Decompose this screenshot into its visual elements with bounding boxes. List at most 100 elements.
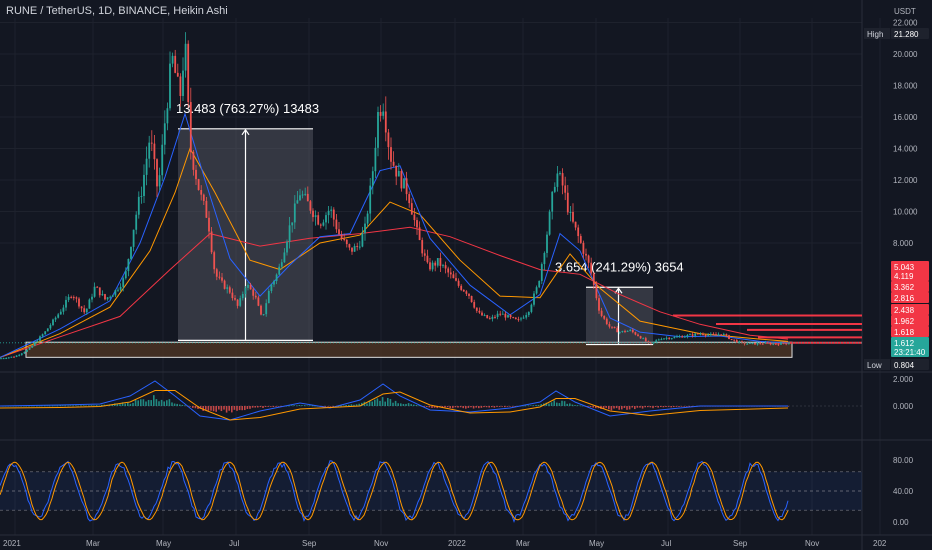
macd-hist-bar (680, 406, 683, 407)
candle-body (423, 253, 426, 256)
macd-hist-bar (179, 404, 181, 406)
price-label-tag: High (867, 30, 883, 39)
candle-body (442, 265, 444, 267)
candle-body (707, 334, 710, 336)
macd-hist-bar (119, 404, 121, 406)
candle-body (717, 334, 720, 336)
candle-body (62, 307, 65, 312)
candle-body (637, 334, 639, 337)
macd-hist-bar (405, 403, 407, 406)
macd-hist-bar (75, 405, 77, 407)
macd-hist-bar (608, 406, 610, 410)
macd-hist-bar (454, 406, 457, 408)
macd-hist-bar (475, 406, 477, 408)
candle-body (210, 231, 213, 253)
price-label: High 21.280 (864, 28, 929, 39)
candle-body (621, 330, 624, 333)
candle-body (340, 234, 343, 240)
macd-hist-bar (576, 405, 579, 406)
candle-body (605, 318, 608, 325)
macd-hist-bar (368, 400, 371, 406)
candle-body (774, 343, 777, 345)
macd-hist-bar (272, 406, 275, 407)
candle-body (244, 287, 247, 294)
candle-body (114, 290, 117, 296)
macd-hist-bar (530, 405, 532, 407)
macd-hist-bar (410, 404, 412, 406)
measure-label: 3.654 (241.29%) 3654 (555, 259, 684, 274)
macd-hist-bar (644, 406, 646, 408)
macd-hist-bar (303, 405, 306, 406)
macd-hist-bar (90, 405, 93, 406)
x-tick-label: Jul (229, 539, 239, 548)
candle-body (158, 175, 161, 187)
stoch-pane: 80.00 40.00 0.00 (0, 456, 914, 527)
candle-body (262, 314, 265, 316)
macd-hist-bar (85, 405, 87, 407)
macd-hist-bar (561, 400, 563, 406)
macd-hist-bar (142, 399, 145, 406)
macd-hist-bar (160, 399, 163, 406)
candle-body (26, 349, 28, 352)
candle-body (421, 240, 424, 254)
candle-body (101, 294, 104, 296)
candle-body (746, 343, 749, 345)
candle-body (681, 336, 684, 338)
candle-body (751, 342, 754, 344)
candle-body (153, 143, 156, 160)
candle-body (689, 334, 691, 336)
candle-body (2, 358, 5, 360)
candle-body (176, 72, 179, 77)
candle-body (31, 345, 34, 348)
support-zone (25, 341, 793, 358)
stoch-d-line (0, 461, 789, 521)
candle-body (756, 342, 759, 345)
macd-hist-bar (262, 406, 264, 409)
candle-body (722, 334, 725, 336)
macd-hist-bar (545, 402, 548, 406)
candle-body (483, 315, 486, 317)
candle-body (431, 262, 434, 270)
macd-hist-bar (527, 405, 529, 407)
candle-body (644, 338, 647, 342)
candle-body (592, 273, 595, 285)
macd-hist-bar (77, 405, 80, 407)
macd-hist-bar (462, 406, 464, 409)
candle-body (416, 220, 418, 228)
macd-hist-bar (592, 406, 594, 408)
macd-hist-bar (618, 406, 620, 410)
ema-mid-line (0, 147, 789, 358)
candle-body (426, 255, 429, 263)
candle-body (215, 269, 218, 277)
macd-hist-bar (184, 405, 186, 407)
candle-body (88, 299, 91, 309)
candle-body (699, 333, 702, 335)
macd-hist-bar (626, 406, 628, 410)
candle-body (49, 325, 52, 329)
macd-hist-bar (459, 406, 462, 408)
candle-body (10, 356, 13, 358)
price-label-value: 3.362 (894, 283, 915, 292)
candle-body (46, 328, 49, 332)
candle-body (293, 203, 296, 223)
candle-body (223, 280, 226, 289)
candle-body (655, 340, 658, 342)
macd-hist-bar (657, 406, 659, 408)
macd-hist-bar (498, 406, 501, 407)
candle-body (44, 331, 47, 335)
macd-hist-bar (332, 406, 334, 407)
macd-hist-bar (49, 405, 51, 407)
candle-body (741, 341, 743, 343)
macd-hist-bar (480, 406, 483, 408)
candle-body (569, 212, 572, 214)
macd-hist-bar (634, 406, 636, 410)
candle-body (117, 289, 119, 291)
macd-hist-bar (181, 404, 184, 406)
candle-body (296, 200, 299, 204)
macd-hist-bar (64, 405, 67, 407)
x-tick-label: Jul (661, 539, 671, 548)
candle-body (772, 343, 775, 345)
candle-body (137, 196, 140, 215)
candle-body (488, 318, 491, 320)
